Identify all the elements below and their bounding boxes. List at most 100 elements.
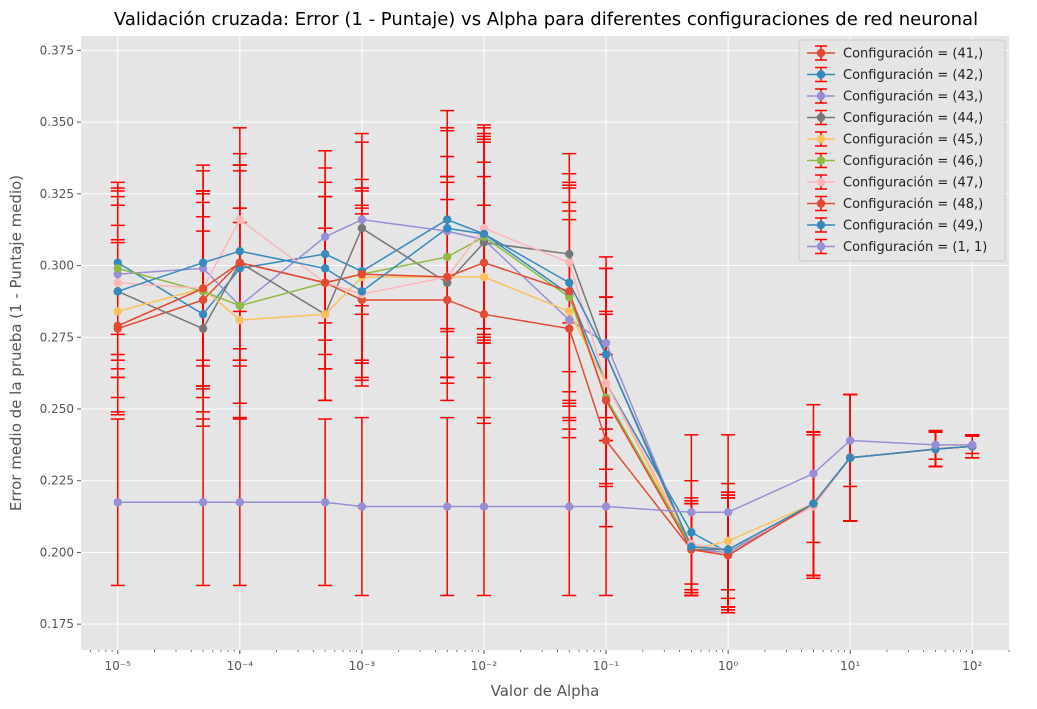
data-point [357, 295, 367, 305]
chart-title: Validación cruzada: Error (1 - Puntaje) … [114, 9, 978, 30]
x-tick-label: 10⁻³ [349, 659, 376, 673]
y-tick-label: 0.225 [40, 474, 74, 488]
y-tick-label: 0.275 [40, 330, 74, 344]
data-point [443, 252, 452, 262]
data-point [601, 396, 611, 405]
legend-marker [816, 48, 826, 58]
data-point [235, 315, 245, 325]
data-point [479, 229, 489, 239]
data-point [235, 215, 245, 224]
y-tick-label: 0.300 [40, 259, 74, 273]
data-point [320, 249, 330, 259]
data-point [198, 295, 208, 305]
data-point [443, 278, 452, 287]
data-point [320, 264, 330, 273]
data-point [565, 287, 574, 296]
y-axis-ticks: 0.175 0.200 0.225 0.250 0.275 0.300 0.325 0.350… [40, 43, 81, 631]
data-point [320, 310, 330, 319]
data-point [565, 258, 574, 267]
data-point [687, 542, 696, 551]
data-point [357, 269, 367, 279]
legend-label: Configuración = (1, 1) [843, 240, 987, 255]
data-point [235, 264, 245, 273]
data-point [845, 453, 855, 462]
data-point [565, 315, 574, 325]
data-point [357, 224, 367, 233]
data-point [198, 258, 208, 267]
data-point [479, 502, 489, 511]
y-axis-label: Error medio de la prueba (1 - Puntaje me… [7, 175, 25, 511]
data-point [809, 469, 818, 478]
data-point [601, 502, 611, 511]
data-point [565, 324, 574, 333]
data-point [565, 307, 574, 316]
x-tick-label: 10⁻⁴ [227, 659, 254, 673]
data-point [565, 502, 574, 511]
x-tick-label: 10⁰ [718, 659, 738, 673]
legend-marker [816, 91, 826, 101]
data-point [113, 307, 122, 316]
data-point [357, 502, 367, 511]
data-point [443, 295, 452, 305]
x-tick-label: 10⁻² [471, 659, 498, 673]
legend-label: Configuración = (45,) [843, 133, 983, 148]
data-point [113, 258, 122, 267]
legend-label: Configuración = (44,) [843, 111, 983, 126]
y-tick-label: 0.175 [40, 617, 74, 631]
data-point [113, 287, 122, 296]
legend-label: Configuración = (42,) [843, 68, 983, 83]
series-markers [113, 215, 977, 560]
data-point [565, 292, 574, 302]
data-point [443, 215, 452, 224]
legend-marker [816, 177, 826, 187]
data-point [968, 440, 977, 450]
legend-label: Configuración = (49,) [843, 219, 983, 234]
data-point [723, 508, 733, 517]
data-point [198, 310, 208, 319]
data-point [357, 287, 367, 296]
data-point [809, 499, 818, 508]
data-point [565, 249, 574, 259]
data-point [443, 502, 452, 511]
data-point [113, 498, 122, 507]
data-point [235, 498, 245, 507]
data-point [320, 232, 330, 242]
y-tick-label: 0.375 [40, 43, 74, 57]
legend-box [798, 39, 1006, 262]
data-point [443, 224, 452, 233]
x-tick-label: 10² [962, 659, 982, 673]
legend-marker [816, 113, 826, 122]
legend-marker [816, 156, 826, 165]
data-point [198, 498, 208, 507]
data-point [235, 301, 245, 310]
y-tick-label: 0.350 [40, 115, 74, 129]
legend-marker [816, 134, 826, 144]
data-point [357, 215, 367, 224]
data-point [601, 350, 611, 359]
data-point [113, 278, 122, 287]
legend: Configuración = (41,) Configuración = (42… [798, 39, 1006, 262]
data-point [687, 508, 696, 517]
data-point [235, 246, 245, 256]
data-point [113, 321, 122, 330]
data-point [601, 338, 611, 348]
y-tick-label: 0.250 [40, 402, 74, 416]
legend-label: Configuración = (41,) [843, 47, 983, 62]
x-axis-ticks: 10⁻⁵ 10⁻⁴ 10⁻³ 10⁻² 10⁻¹ 10⁰ 10¹ 10² [90, 650, 1010, 673]
legend-label: Configuración = (46,) [843, 154, 983, 169]
x-tick-label: 10⁻⁵ [105, 659, 132, 673]
data-point [443, 272, 452, 282]
data-point [320, 278, 330, 287]
y-tick-label: 0.325 [40, 187, 74, 201]
data-point [723, 536, 733, 546]
data-point [479, 310, 489, 319]
data-point [845, 436, 855, 445]
data-point [113, 264, 122, 273]
data-point [113, 269, 122, 279]
data-point [601, 378, 611, 388]
data-point [198, 264, 208, 273]
data-point [479, 258, 489, 267]
data-point [723, 551, 733, 560]
data-point [320, 498, 330, 507]
